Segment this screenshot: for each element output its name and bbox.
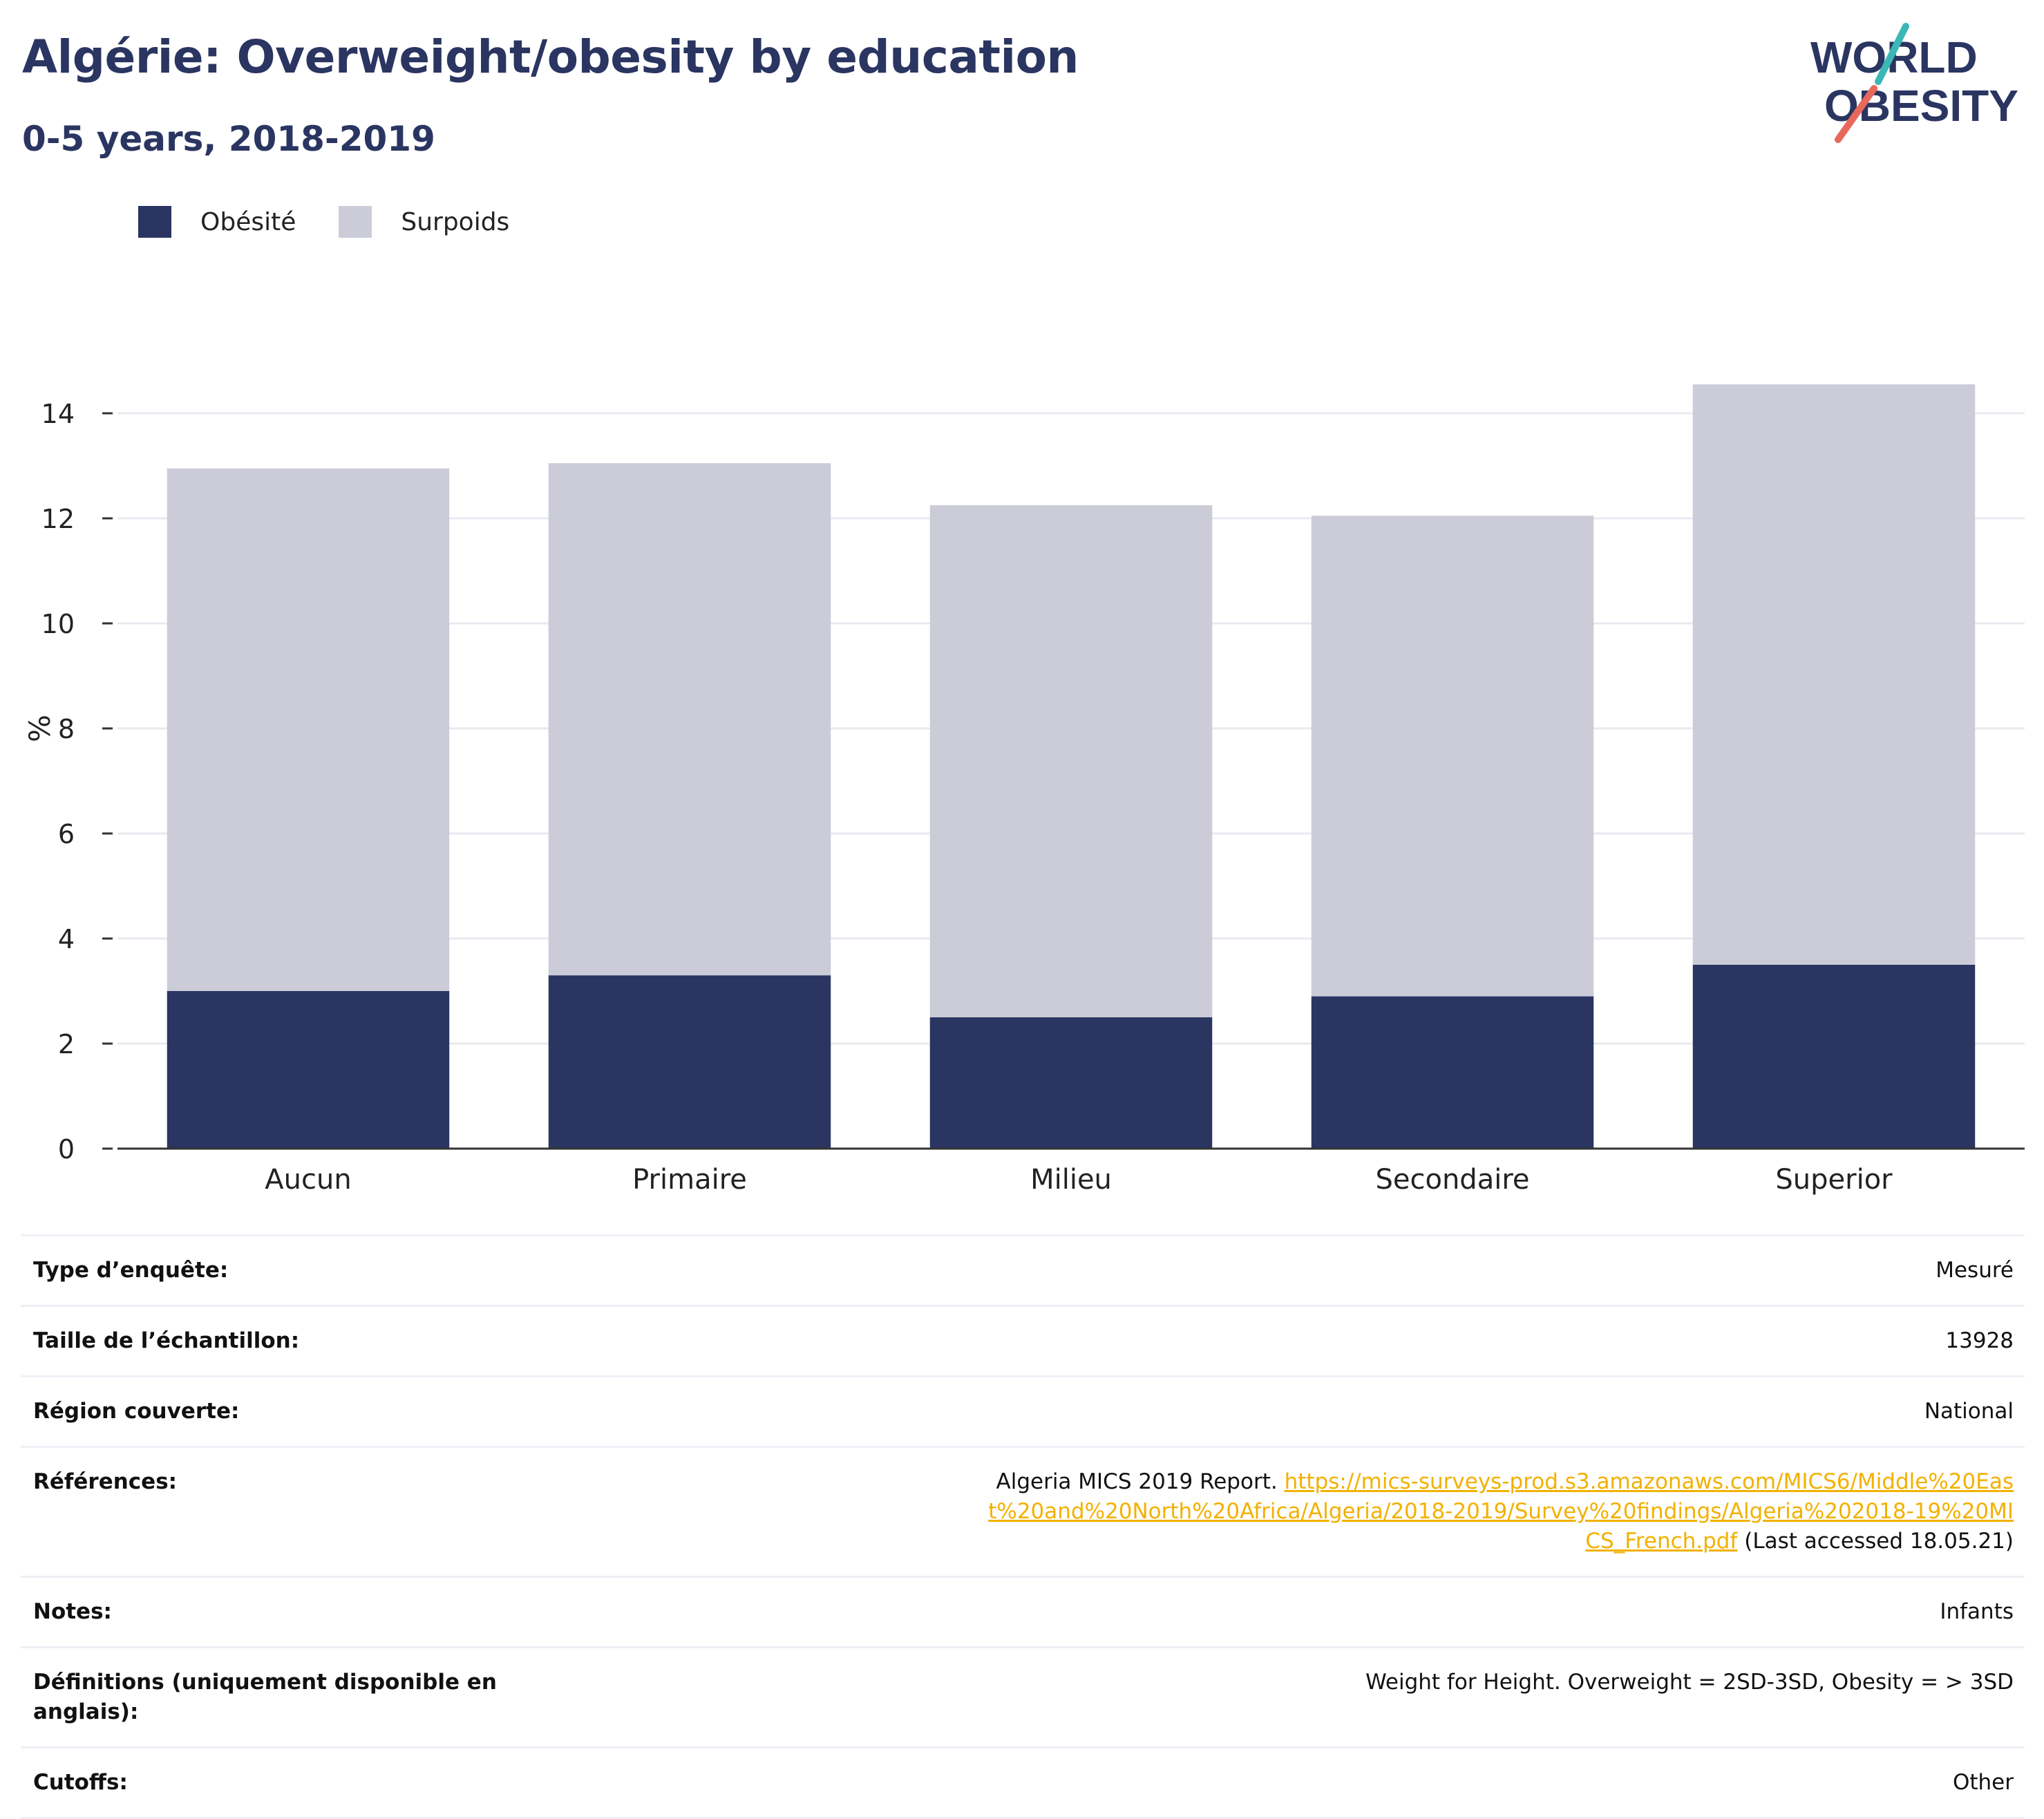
- meta-label: Région couverte:: [33, 1399, 240, 1424]
- x-tick-label: Primaire: [632, 1164, 747, 1196]
- meta-value: National: [1924, 1399, 2014, 1424]
- meta-row-notes: Notes: Infants: [21, 1576, 2025, 1646]
- legend-label-obesite: Obésité: [200, 207, 296, 236]
- logo-teal-slash: [1875, 23, 1909, 85]
- legend-swatch-obesite: [138, 206, 171, 238]
- meta-row-cutoffs: Cutoffs: Other: [21, 1746, 2025, 1819]
- meta-value: Other: [1952, 1770, 2014, 1795]
- meta-value: 13928: [1945, 1328, 2014, 1353]
- meta-label: Type d’enquête:: [33, 1258, 229, 1283]
- y-tick-label: 10: [41, 609, 75, 639]
- meta-label: Définitions (uniquement disponible en an…: [33, 1670, 497, 1724]
- reference-link[interactable]: https://mics-surveys-prod.s3.amazonaws.c…: [988, 1469, 2014, 1554]
- bar-obesite-secondaire: [1311, 996, 1594, 1149]
- meta-label: Cutoffs:: [33, 1770, 128, 1795]
- bar-surpoids-superior: [1692, 384, 1976, 965]
- meta-label: Références:: [33, 1469, 178, 1494]
- legend-swatch-surpoids: [339, 206, 372, 238]
- page-title: Algérie: Overweight/obesity by education: [22, 30, 1079, 84]
- bar-obesite-primaire: [548, 975, 831, 1149]
- reference-text: Algeria MICS 2019 Report.: [996, 1469, 1285, 1494]
- page-subtitle: 0-5 years, 2018-2019: [22, 119, 435, 159]
- meta-label: Notes:: [33, 1599, 112, 1624]
- legend-item-surpoids[interactable]: Surpoids: [339, 206, 509, 238]
- survey-metadata-table: Type d’enquête: Mesuré Taille de l’échan…: [21, 1234, 2025, 1819]
- meta-value: Mesuré: [1936, 1258, 2014, 1283]
- meta-value: Infants: [1940, 1599, 2014, 1624]
- meta-row-references: Références: Algeria MICS 2019 Report. ht…: [21, 1446, 2025, 1576]
- legend-label-surpoids: Surpoids: [401, 207, 510, 236]
- legend-item-obesite[interactable]: Obésité: [138, 206, 296, 238]
- chart-legend: Obésité Surpoids: [138, 206, 552, 238]
- x-tick-label: Secondaire: [1375, 1164, 1529, 1196]
- bar-surpoids-aucun: [167, 468, 450, 991]
- y-tick-label: 4: [58, 924, 75, 954]
- bar-surpoids-primaire: [548, 463, 831, 976]
- y-tick-label: 8: [58, 714, 75, 744]
- y-tick-label: 2: [58, 1029, 75, 1059]
- logo-line2: OBESITY: [1824, 81, 2018, 131]
- y-tick-label: 12: [41, 504, 75, 534]
- x-tick-label: Superior: [1775, 1164, 1893, 1196]
- bar-obesite-milieu: [929, 1017, 1213, 1149]
- y-tick-label: 0: [58, 1134, 75, 1165]
- meta-value: Weight for Height. Overweight = 2SD-3SD,…: [1365, 1670, 2014, 1695]
- y-tick-label: 14: [41, 399, 75, 429]
- meta-value: Algeria MICS 2019 Report. https://mics-s…: [977, 1467, 2014, 1556]
- x-tick-label: Aucun: [265, 1164, 351, 1196]
- stacked-bar-chart: 0 2 4 6 8 10 12 14% Aucun Primaire Milieu Secondair…: [23, 384, 2025, 1196]
- x-tick-label: Milieu: [1030, 1164, 1112, 1196]
- bar-obesite-aucun: [167, 991, 450, 1149]
- logo-coral-slash: [1835, 85, 1877, 143]
- bar-obesite-superior: [1692, 965, 1976, 1149]
- world-obesity-logo: WORLD OBESITY: [1810, 23, 2018, 143]
- meta-row-sample-size: Taille de l’échantillon: 13928: [21, 1305, 2025, 1375]
- bar-surpoids-milieu: [929, 505, 1213, 1017]
- meta-row-type: Type d’enquête: Mesuré: [21, 1234, 2025, 1305]
- y-tick-label: 6: [58, 819, 75, 849]
- bar-surpoids-secondaire: [1311, 516, 1594, 997]
- reference-accessed: (Last accessed 18.05.21): [1737, 1529, 2014, 1554]
- meta-label: Taille de l’échantillon:: [33, 1328, 300, 1353]
- y-axis-label: %: [23, 715, 57, 742]
- meta-row-definitions: Définitions (uniquement disponible en an…: [21, 1646, 2025, 1746]
- meta-row-region: Région couverte: National: [21, 1375, 2025, 1446]
